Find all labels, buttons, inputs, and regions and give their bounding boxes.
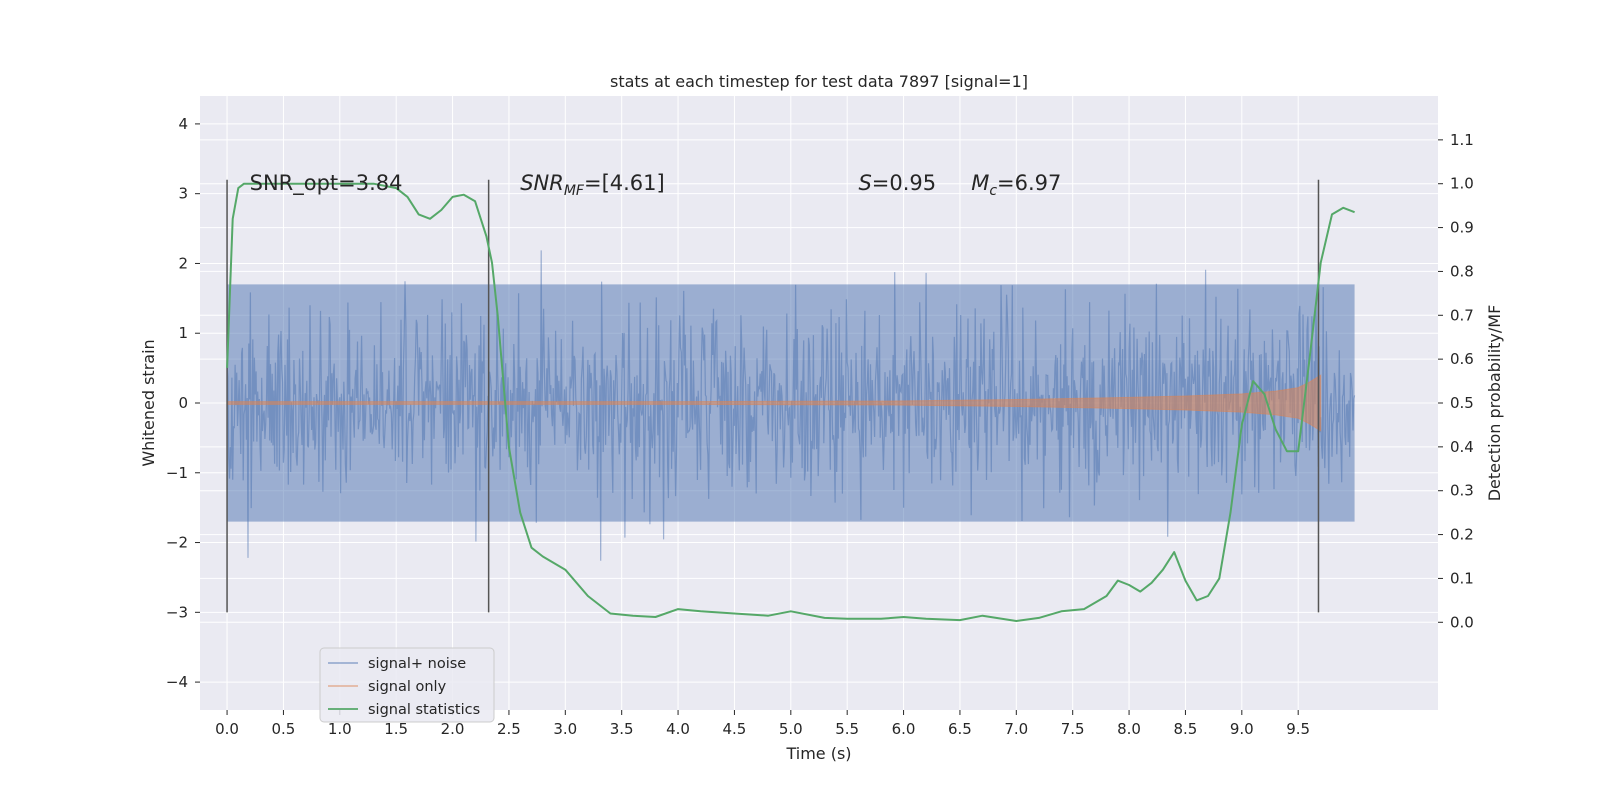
legend-label-signal-noise: signal+ noise <box>368 656 466 672</box>
left-y-tick-label: −2 <box>166 534 188 552</box>
chart-title: stats at each timestep for test data 789… <box>610 72 1028 91</box>
annotations: SNR_opt=3.84 SNRMF=[4.61] S=0.95 Mc=6.97 <box>250 171 1062 199</box>
left-y-tick-label: 3 <box>178 185 188 203</box>
left-y-axis-ticks: 4 3 2 1 0 −1 −2 −3 −4 <box>166 115 200 691</box>
legend: signal+ noise signal only signal statist… <box>319 647 495 723</box>
x-tick-label: 7.5 <box>1061 720 1085 738</box>
right-y-tick-label: 0.9 <box>1450 219 1474 237</box>
left-y-tick-label: −4 <box>166 673 188 691</box>
x-tick-label: 0.0 <box>215 720 239 738</box>
x-tick-label: 7.0 <box>1004 720 1028 738</box>
left-y-tick-label: 1 <box>178 324 188 342</box>
right-y-axis-label: Detection probability/MF <box>1485 305 1504 502</box>
signal-statistics-series <box>226 182 1355 622</box>
x-tick-label: 9.5 <box>1286 720 1310 738</box>
annotation: SNRMF=[4.61] <box>520 171 665 199</box>
right-y-tick-label: 0.1 <box>1450 569 1474 587</box>
x-tick-label: 5.0 <box>779 720 803 738</box>
left-y-tick-label: −1 <box>166 464 188 482</box>
x-tick-label: 2.5 <box>497 720 521 738</box>
annotation: Mc=6.97 <box>971 171 1061 199</box>
x-tick-label: 4.0 <box>666 720 690 738</box>
x-axis-label: Time (s) <box>785 744 851 763</box>
x-tick-label: 9.0 <box>1230 720 1254 738</box>
left-y-tick-label: −3 <box>166 603 188 621</box>
vertical-markers <box>226 179 1320 613</box>
legend-label-signal-statistics: signal statistics <box>368 702 480 718</box>
right-y-tick-label: 0.0 <box>1450 613 1474 631</box>
x-tick-label: 1.0 <box>328 720 352 738</box>
left-y-tick-label: 0 <box>178 394 188 412</box>
x-tick-label: 8.5 <box>1174 720 1198 738</box>
x-tick-label: 0.5 <box>272 720 296 738</box>
right-y-tick-label: 0.2 <box>1450 526 1474 544</box>
right-y-tick-label: 0.5 <box>1450 394 1474 412</box>
annotation: S=0.95 <box>858 171 936 195</box>
x-tick-label: 1.5 <box>384 720 408 738</box>
legend-box <box>319 647 495 723</box>
right-y-tick-label: 0.7 <box>1450 306 1474 324</box>
x-tick-label: 8.0 <box>1117 720 1141 738</box>
right-y-axis-ticks: 1.1 1.0 0.9 0.8 0.7 0.6 0.5 0.4 0.3 0.2 0.1 0.0 <box>1438 131 1474 631</box>
x-axis-ticks: 0.0 0.5 1.0 1.5 2.0 2.5 3.0 3.5 4.0 4.5 5.0 5.5 6.0 6… <box>215 710 1310 738</box>
annotation: SNR_opt=3.84 <box>250 171 403 196</box>
x-tick-label: 6.5 <box>948 720 972 738</box>
right-y-tick-label: 0.3 <box>1450 482 1474 500</box>
signal-statistics-line <box>226 182 1355 622</box>
left-y-tick-label: 4 <box>178 115 188 133</box>
right-y-tick-label: 0.6 <box>1450 350 1474 368</box>
left-y-tick-label: 2 <box>178 254 188 272</box>
left-y-axis-label: Whitened strain <box>139 339 158 466</box>
legend-label-signal-only: signal only <box>368 679 447 695</box>
x-tick-label: 4.5 <box>723 720 747 738</box>
right-y-tick-label: 1.0 <box>1450 175 1474 193</box>
signal-only-series <box>226 374 1322 432</box>
right-y-tick-label: 1.1 <box>1450 131 1474 149</box>
x-tick-label: 6.0 <box>892 720 916 738</box>
x-tick-label: 5.5 <box>835 720 859 738</box>
right-y-tick-label: 0.8 <box>1450 262 1474 280</box>
x-tick-label: 3.0 <box>553 720 577 738</box>
x-tick-label: 3.5 <box>610 720 634 738</box>
right-y-tick-label: 0.4 <box>1450 438 1474 456</box>
signal-noise-line <box>226 250 1356 561</box>
x-tick-label: 2.0 <box>441 720 465 738</box>
signal-only-envelope <box>226 374 1322 432</box>
